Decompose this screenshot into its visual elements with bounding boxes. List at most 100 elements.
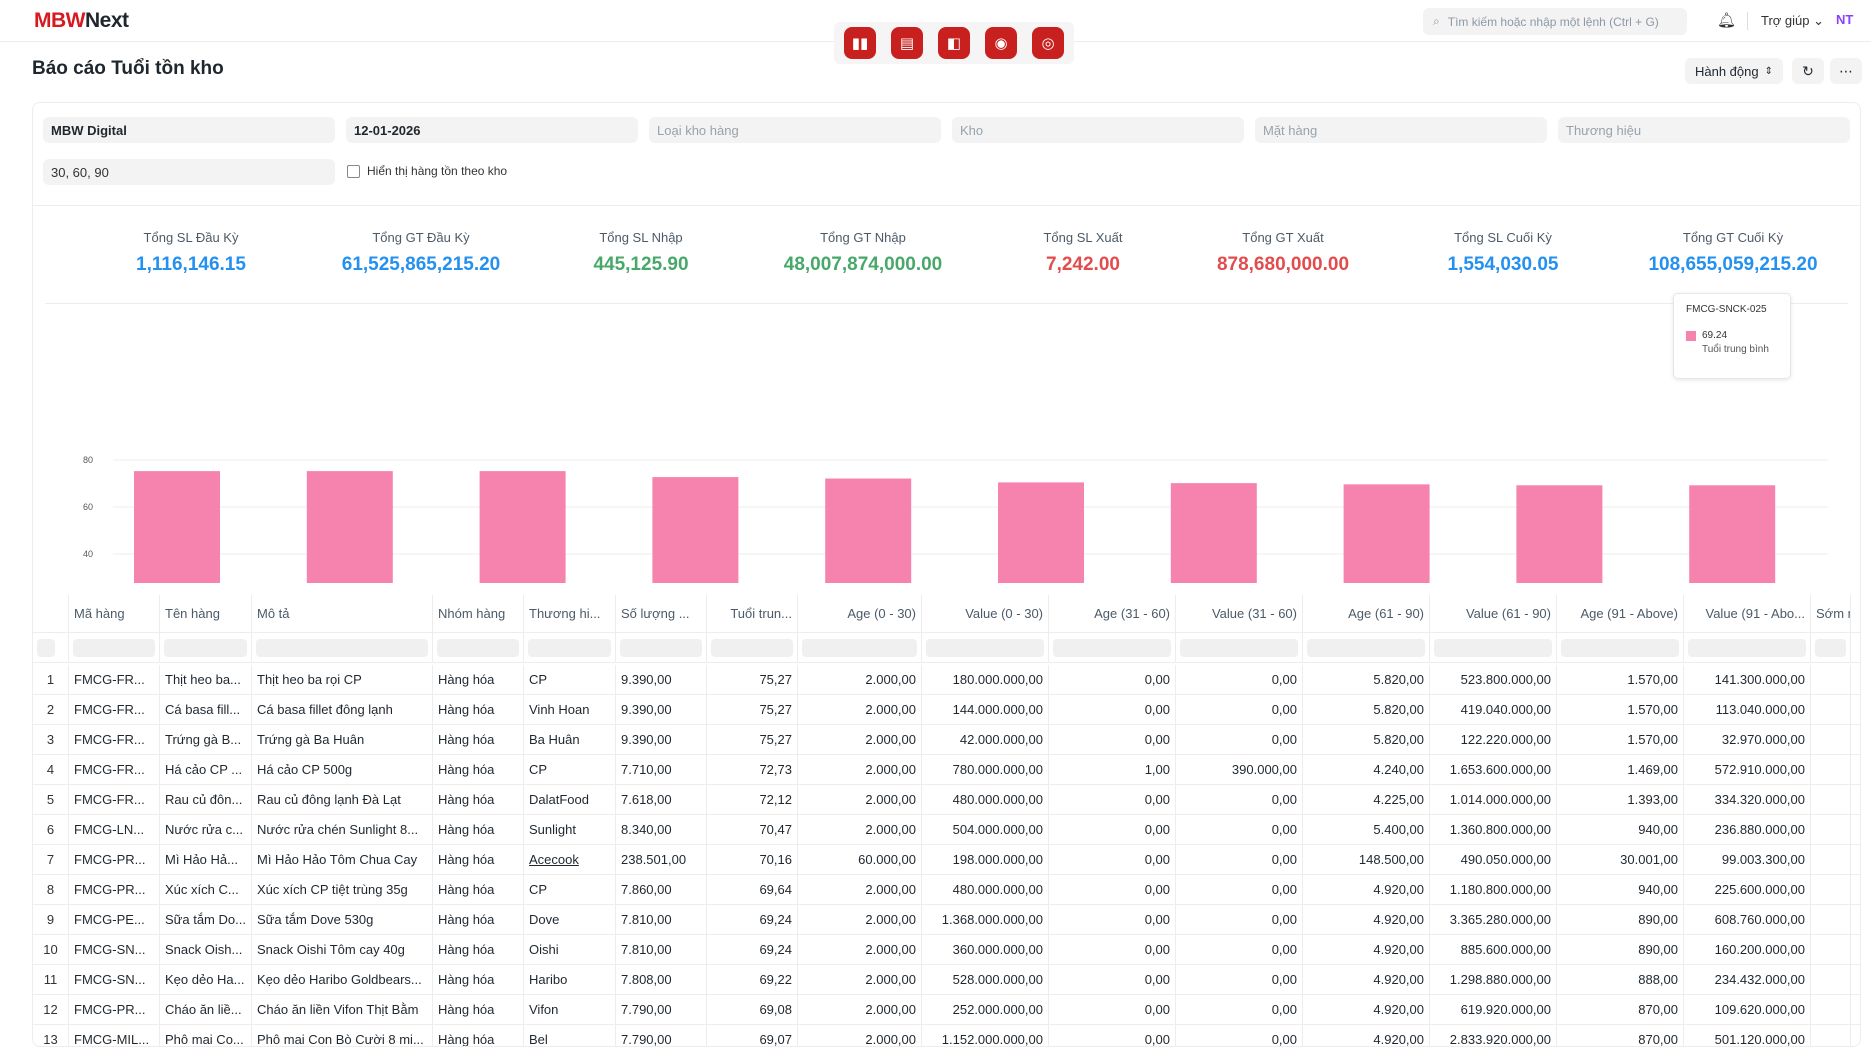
- table-cell[interactable]: Hàng hóa: [433, 965, 524, 994]
- column-filter-input[interactable]: [524, 633, 616, 662]
- table-cell[interactable]: 0,00: [1049, 875, 1176, 904]
- filter-box[interactable]: [1434, 638, 1552, 657]
- table-cell[interactable]: FMCG-PR...: [69, 995, 160, 1024]
- table-cell[interactable]: 1.570,00: [1557, 725, 1684, 754]
- column-filter-input[interactable]: [69, 633, 160, 662]
- help-dropdown[interactable]: Trợ giúp ⌄: [1761, 13, 1825, 28]
- table-cell[interactable]: Hàng hóa: [433, 875, 524, 904]
- show-by-warehouse-checkbox[interactable]: Hiển thị hàng tồn theo kho: [347, 164, 507, 178]
- column-filter-input[interactable]: [160, 633, 252, 662]
- table-cell[interactable]: Cá basa fillet đông lạnh: [252, 695, 433, 724]
- table-cell[interactable]: 0,00: [1049, 785, 1176, 814]
- filter-box[interactable]: [1180, 638, 1298, 657]
- table-cell[interactable]: [1811, 755, 1851, 784]
- table-cell[interactable]: 572.910.000,00: [1684, 755, 1811, 784]
- table-cell[interactable]: 198.000.000,00: [922, 845, 1049, 874]
- table-cell[interactable]: Kẹo dẻo Ha...: [160, 965, 252, 994]
- table-cell[interactable]: Hàng hóa: [433, 755, 524, 784]
- table-cell[interactable]: 0,00: [1176, 935, 1303, 964]
- table-cell[interactable]: Hàng hóa: [433, 815, 524, 844]
- column-header[interactable]: Thương hi...: [524, 595, 616, 632]
- column-header[interactable]: Số lượng ...: [616, 595, 707, 632]
- table-cell[interactable]: 236.880.000,00: [1684, 815, 1811, 844]
- table-cell[interactable]: 490.050.000,00: [1430, 845, 1557, 874]
- column-filter-input[interactable]: [33, 633, 69, 662]
- column-filter-input[interactable]: [798, 633, 922, 662]
- filter-box[interactable]: [1815, 638, 1846, 657]
- table-cell[interactable]: Hàng hóa: [433, 665, 524, 694]
- table-cell[interactable]: 113.040.000,00: [1684, 695, 1811, 724]
- table-cell[interactable]: Mì Hảo Hả...: [160, 845, 252, 874]
- table-cell[interactable]: Hàng hóa: [433, 905, 524, 934]
- table-cell[interactable]: Haribo: [524, 965, 616, 994]
- app-logo[interactable]: MBWNext: [34, 9, 129, 32]
- table-cell[interactable]: 225.600.000,00: [1684, 875, 1811, 904]
- filter-box[interactable]: [926, 638, 1044, 657]
- chart-bar[interactable]: [1516, 485, 1603, 583]
- table-cell[interactable]: [1811, 665, 1851, 694]
- table-cell[interactable]: 2.000,00: [798, 665, 922, 694]
- table-cell[interactable]: 7.808,00: [616, 965, 707, 994]
- table-cell[interactable]: 42.000.000,00: [922, 725, 1049, 754]
- table-cell[interactable]: 0,00: [1049, 1025, 1176, 1046]
- table-cell[interactable]: 1.298.880.000,00: [1430, 965, 1557, 994]
- table-cell[interactable]: 890,00: [1557, 905, 1684, 934]
- table-cell[interactable]: 7.710,00: [616, 755, 707, 784]
- table-cell[interactable]: 0,00: [1049, 725, 1176, 754]
- table-cell[interactable]: 0,00: [1176, 1025, 1303, 1046]
- table-cell[interactable]: Oishi: [524, 935, 616, 964]
- table-cell[interactable]: 75,27: [707, 665, 798, 694]
- table-cell[interactable]: [1811, 965, 1851, 994]
- table-cell[interactable]: 7.860,00: [616, 875, 707, 904]
- column-filter-input[interactable]: [1430, 633, 1557, 662]
- table-cell[interactable]: FMCG-MIL...: [69, 1025, 160, 1046]
- table-cell[interactable]: 419.040.000,00: [1430, 695, 1557, 724]
- table-cell[interactable]: 160.200.000,00: [1684, 935, 1811, 964]
- table-cell[interactable]: FMCG-LN...: [69, 815, 160, 844]
- table-cell[interactable]: Xúc xích C...: [160, 875, 252, 904]
- table-cell[interactable]: 940,00: [1557, 875, 1684, 904]
- column-filter-input[interactable]: [922, 633, 1049, 662]
- filter-box[interactable]: [256, 638, 428, 657]
- table-cell[interactable]: 0,00: [1176, 875, 1303, 904]
- column-header[interactable]: Age (91 - Above): [1557, 595, 1684, 632]
- table-cell[interactable]: 1.570,00: [1557, 665, 1684, 694]
- table-cell[interactable]: DalatFood: [524, 785, 616, 814]
- filter-box[interactable]: [711, 638, 793, 657]
- table-cell[interactable]: FMCG-PR...: [69, 875, 160, 904]
- table-cell[interactable]: 360.000.000,00: [922, 935, 1049, 964]
- column-filter-input[interactable]: [1684, 633, 1811, 662]
- table-cell[interactable]: Há cảo CP 500g: [252, 755, 433, 784]
- company-filter[interactable]: MBW Digital: [43, 117, 335, 143]
- avatar[interactable]: NT: [1836, 12, 1854, 27]
- table-cell[interactable]: 0,00: [1176, 785, 1303, 814]
- table-cell[interactable]: [1811, 995, 1851, 1024]
- filter-box[interactable]: [620, 638, 702, 657]
- column-header[interactable]: Value (91 - Abo...: [1684, 595, 1811, 632]
- table-cell[interactable]: Hàng hóa: [433, 1025, 524, 1046]
- table-cell[interactable]: Cháo ăn liền Vifon Thịt Bằm: [252, 995, 433, 1024]
- table-cell[interactable]: FMCG-FR...: [69, 725, 160, 754]
- table-cell[interactable]: [1811, 785, 1851, 814]
- action-dropdown-button[interactable]: Hành động ⇕: [1685, 58, 1783, 84]
- filter-box[interactable]: [73, 638, 155, 657]
- table-cell[interactable]: 238.501,00: [616, 845, 707, 874]
- table-cell[interactable]: FMCG-SN...: [69, 965, 160, 994]
- table-cell[interactable]: 0,00: [1049, 845, 1176, 874]
- table-cell[interactable]: 122.220.000,00: [1430, 725, 1557, 754]
- table-cell[interactable]: Dove: [524, 905, 616, 934]
- table-cell[interactable]: 9.390,00: [616, 725, 707, 754]
- column-header[interactable]: Value (31 - 60): [1176, 595, 1303, 632]
- table-cell[interactable]: 501.120.000,00: [1684, 1025, 1811, 1046]
- app-icon-2[interactable]: ▤: [891, 27, 923, 59]
- item-filter[interactable]: Mặt hàng: [1255, 117, 1547, 143]
- chart-bar[interactable]: [1170, 483, 1257, 583]
- table-cell[interactable]: 2.000,00: [798, 875, 922, 904]
- ranges-filter[interactable]: 30, 60, 90: [43, 159, 335, 185]
- table-cell[interactable]: 0,00: [1176, 725, 1303, 754]
- table-cell[interactable]: 9.390,00: [616, 665, 707, 694]
- table-cell[interactable]: 7.790,00: [616, 995, 707, 1024]
- app-icon-1[interactable]: ▮▮: [844, 27, 876, 59]
- table-cell[interactable]: 5.820,00: [1303, 665, 1430, 694]
- table-cell[interactable]: 2.833.920.000,00: [1430, 1025, 1557, 1046]
